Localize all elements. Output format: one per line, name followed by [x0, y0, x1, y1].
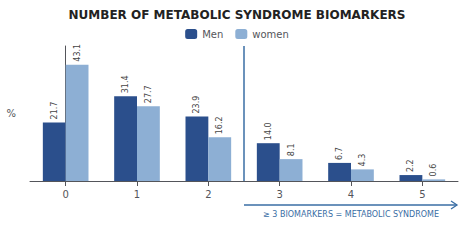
svg-text:2: 2 — [205, 189, 211, 200]
svg-text:Men: Men — [202, 29, 223, 40]
svg-text:16.2: 16.2 — [215, 116, 224, 134]
svg-text:43.1: 43.1 — [73, 44, 82, 62]
svg-text:4.3: 4.3 — [358, 154, 367, 167]
svg-text:21.7: 21.7 — [50, 102, 59, 120]
svg-text:0.6: 0.6 — [429, 164, 438, 177]
svg-text:2.2: 2.2 — [406, 159, 415, 172]
svg-text:3: 3 — [276, 189, 282, 200]
svg-text:4: 4 — [348, 189, 354, 200]
svg-text:14.0: 14.0 — [264, 122, 273, 140]
svg-text:5: 5 — [419, 189, 425, 200]
svg-text:%: % — [6, 108, 16, 119]
svg-text:6.7: 6.7 — [335, 147, 344, 160]
svg-text:≥ 3 BIOMARKERS = METABOLIC SYN: ≥ 3 BIOMARKERS = METABOLIC SYNDROME — [263, 210, 439, 219]
svg-text:8.1: 8.1 — [287, 143, 296, 156]
svg-text:NUMBER OF METABOLIC SYNDROME B: NUMBER OF METABOLIC SYNDROME BIOMARKERS — [69, 8, 406, 22]
svg-text:31.4: 31.4 — [121, 75, 130, 93]
svg-text:1: 1 — [134, 189, 140, 200]
svg-text:0: 0 — [62, 189, 68, 200]
svg-text:23.9: 23.9 — [192, 96, 201, 114]
svg-text:women: women — [252, 29, 289, 40]
svg-text:27.7: 27.7 — [144, 85, 153, 103]
